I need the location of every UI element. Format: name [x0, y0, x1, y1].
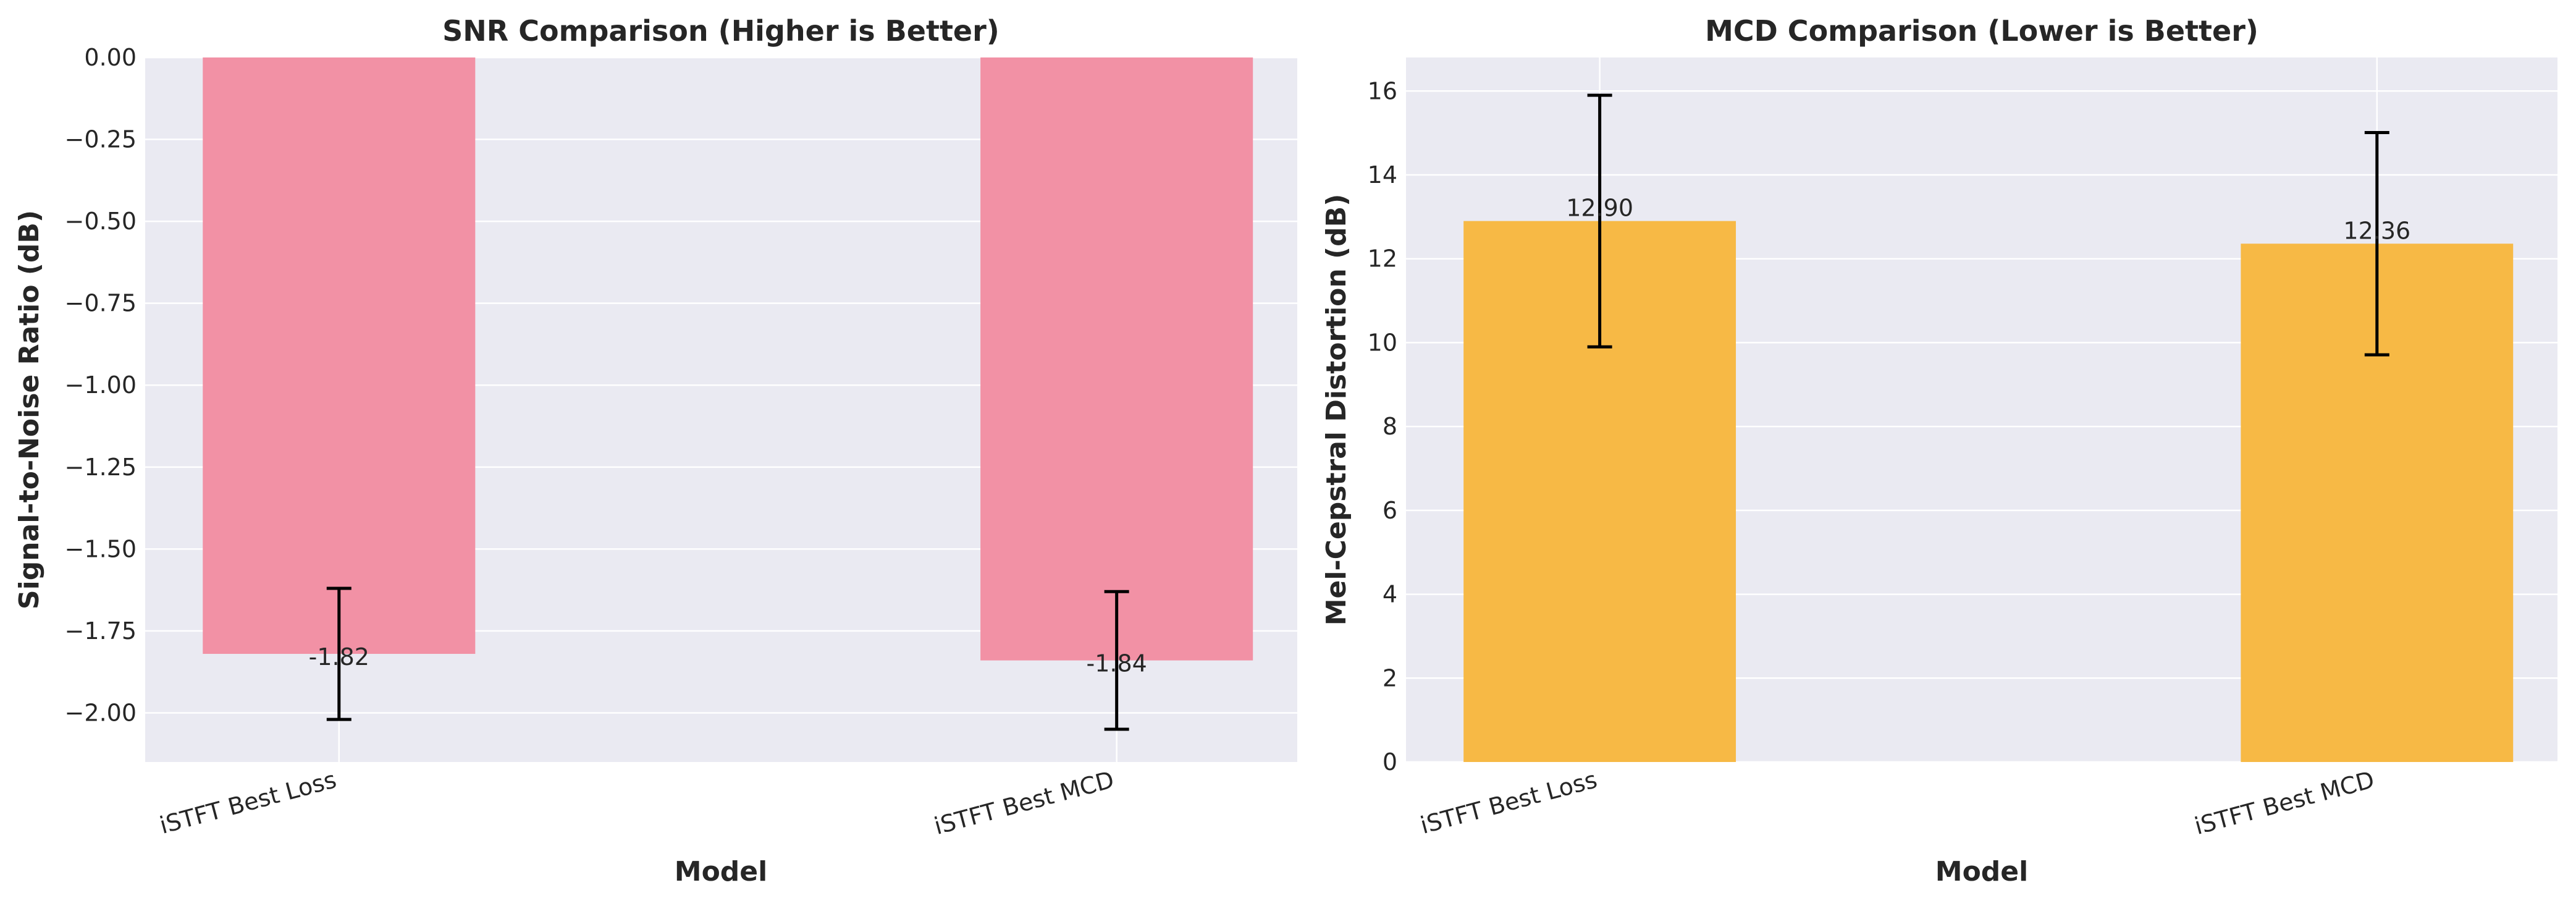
snr-x-tick-label: iSTFT Best Loss	[157, 766, 339, 839]
mcd-x-axis-label: Model	[1935, 856, 2028, 887]
snr-y-tick-label: −1.75	[65, 617, 137, 645]
snr-y-tick-label: −0.25	[65, 126, 137, 153]
snr-y-tick-label: −1.50	[65, 535, 137, 562]
snr-y-tick-label: −1.25	[65, 454, 137, 481]
mcd-error-bars	[1587, 93, 2389, 357]
mcd-x-tick-label: iSTFT Best MCD	[2192, 766, 2377, 840]
mcd-data-labels: 12.90 12.36	[1566, 195, 2410, 245]
snr-bars	[203, 57, 1253, 661]
snr-chart: 0.00 −0.25 −0.50 −0.75 −1.00 −1.25 −1.50 −1.75 −…	[14, 14, 1297, 887]
snr-y-tick-label: −0.50	[65, 208, 137, 235]
snr-bar	[980, 57, 1253, 661]
snr-y-tick-label: −2.00	[65, 699, 137, 726]
mcd-data-label: 12.90	[1566, 195, 1633, 222]
snr-y-tick-label: −1.00	[65, 371, 137, 399]
mcd-y-tick-label: 14	[1368, 161, 1397, 188]
mcd-y-tick-label: 4	[1383, 581, 1397, 608]
mcd-chart-title: MCD Comparison (Lower is Better)	[1705, 14, 2258, 48]
snr-data-label: -1.84	[1086, 650, 1147, 677]
snr-y-axis-label: Signal-to-Noise Ratio (dB)	[14, 210, 45, 609]
mcd-y-tick-label: 12	[1368, 245, 1397, 273]
snr-error-bars	[326, 586, 1129, 731]
mcd-y-tick-labels: 0 2 4 6 8 10 12 14 16	[1368, 77, 1397, 776]
mcd-x-tick-label: iSTFT Best Loss	[1418, 766, 1600, 839]
snr-x-axis-label: Model	[675, 856, 767, 887]
mcd-data-label: 12.36	[2343, 217, 2410, 244]
mcd-y-axis-label: Mel-Cepstral Distortion (dB)	[1321, 194, 1352, 626]
snr-data-labels: -1.82 -1.84	[309, 643, 1147, 677]
snr-x-tick-label: iSTFT Best MCD	[932, 766, 1117, 840]
mcd-y-tick-label: 6	[1383, 497, 1397, 524]
snr-data-label: -1.82	[309, 643, 369, 671]
mcd-y-tick-label: 8	[1383, 413, 1397, 440]
mcd-bars	[1463, 221, 2514, 763]
mcd-y-tick-label: 10	[1368, 329, 1397, 356]
mcd-x-tick-labels: iSTFT Best Loss iSTFT Best MCD	[1418, 766, 2378, 840]
snr-bar	[203, 57, 476, 654]
snr-y-tick-label: −0.75	[65, 290, 137, 317]
snr-chart-title: SNR Comparison (Higher is Better)	[442, 14, 1000, 48]
snr-x-tick-labels: iSTFT Best Loss iSTFT Best MCD	[157, 766, 1117, 840]
snr-y-tick-labels: 0.00 −0.25 −0.50 −0.75 −1.00 −1.25 −1.50 −1.75 −…	[65, 44, 137, 726]
mcd-y-tick-label: 0	[1383, 748, 1397, 776]
snr-y-tick-label: 0.00	[84, 44, 137, 71]
mcd-y-tick-label: 16	[1368, 77, 1397, 104]
mcd-y-tick-label: 2	[1383, 664, 1397, 692]
